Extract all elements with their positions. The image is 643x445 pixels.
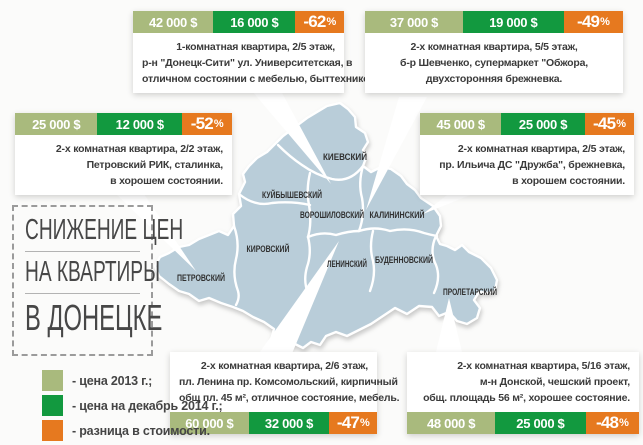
listing-description: 2-х комнатная квартира, 5/16 этаж, м-н Д… (407, 352, 639, 413)
title-divider (25, 293, 140, 294)
price-diff: -45% (584, 113, 634, 135)
district-labels: КИЕВСКИЙ КУЙБЫШЕВСКИЙ ВОРОШИЛОВСКИЙ КАЛИ… (177, 151, 497, 298)
listing-description: 2-х комнатная квартира, 2/6 этаж, пл. Ле… (170, 352, 400, 413)
legend: - цена 2013 г.; - цена на декабрь 2014 г… (42, 370, 223, 445)
title-line-2: НА КВАРТИРЫ (25, 256, 161, 288)
page-title: СНИЖЕНИЕ ЦЕН НА КВАРТИРЫ В ДОНЕЦКЕ (12, 205, 184, 356)
callout-top-right: 37 000 $ 19 000 $ -49% 2-х комнатная ква… (365, 11, 623, 94)
district-border (237, 192, 312, 207)
price-diff: -49% (563, 11, 623, 33)
listing-description: 2-х комнатная квартира, 2/2 этаж, Петров… (15, 135, 232, 196)
district-label: КИЕВСКИЙ (323, 151, 367, 163)
district-label: ПРОЛЕТАРСКИЙ (443, 286, 497, 298)
price-2013: 60 000 $ (170, 412, 249, 435)
callout-tail (116, 194, 196, 271)
price-diff: -62% (295, 11, 344, 33)
percent-sign: % (616, 118, 626, 130)
district-label: КИРОВСКИЙ (247, 243, 290, 255)
callout-mid-right: 45 000 $ 25 000 $ -45% 2-х комнатная ква… (420, 113, 634, 196)
district-border (276, 143, 365, 181)
price-diff: -48% (585, 412, 639, 435)
price-2013: 25 000 $ (15, 113, 98, 135)
district-label: КАЛИНИНСКИЙ (370, 209, 425, 221)
district-label: ПЕТРОВСКИЙ (177, 272, 225, 284)
callout-tail (257, 241, 339, 356)
legend-label: - цена 2013 г.; (72, 373, 153, 388)
price-bar: 42 000 $ 16 000 $ -62% (133, 11, 344, 33)
legend-swatch-2013 (42, 370, 63, 391)
price-2013: 37 000 $ (365, 11, 464, 33)
percent-sign: % (360, 417, 370, 430)
district-border (431, 234, 440, 295)
callout-bottom-middle: 2-х комнатная квартира, 2/6 этаж, пл. Ле… (170, 352, 400, 435)
district-label: ВОРОШИЛОВСКИЙ (300, 209, 364, 221)
price-2014: 32 000 $ (248, 412, 330, 435)
legend-item-2013: - цена 2013 г.; (42, 370, 223, 391)
title-divider (25, 251, 140, 252)
district-label: КУЙБЫШЕВСКИЙ (262, 189, 322, 201)
price-2014: 16 000 $ (213, 11, 296, 33)
title-line-1: СНИЖЕНИЕ ЦЕН (25, 214, 184, 246)
price-bar: 48 000 $ 25 000 $ -48% (407, 412, 639, 435)
percent-sign: % (600, 16, 610, 28)
price-2013: 45 000 $ (420, 113, 502, 135)
legend-swatch-2014 (42, 395, 63, 416)
map-shape (153, 101, 499, 359)
percent-sign: % (619, 417, 629, 430)
callout-tail (423, 194, 473, 214)
price-diff: -47% (329, 412, 377, 435)
district-border (368, 229, 376, 293)
price-2014: 25 000 $ (495, 412, 586, 435)
callout-bottom-right: 2-х комнатная квартира, 5/16 этаж, м-н Д… (407, 352, 639, 435)
listing-description: 2-х комнатная квартира, 2/5 этаж, пр. Ил… (420, 135, 634, 196)
price-2014: 12 000 $ (97, 113, 183, 135)
district-border (232, 224, 240, 307)
district-label: БУДЕННОВСКИЙ (375, 254, 433, 266)
listing-description: 2-х комнатная квартира, 5/5 этаж, б-р Ше… (365, 33, 623, 94)
listing-description: 1-комнатная квартира, 2/5 этаж, р-н "Дон… (133, 33, 378, 94)
callout-top-left: 42 000 $ 16 000 $ -62% 1-комнатная кварт… (133, 11, 378, 94)
title-line-3: В ДОНЕЦКЕ (25, 297, 163, 338)
district-border (306, 229, 361, 239)
price-bar: 25 000 $ 12 000 $ -52% (15, 113, 232, 135)
legend-label: - цена на декабрь 2014 г.; (72, 398, 223, 413)
price-2013: 42 000 $ (133, 11, 214, 33)
district-label: ЛЕНИНСКИЙ (327, 258, 367, 270)
price-bar: 45 000 $ 25 000 $ -45% (420, 113, 634, 135)
percent-sign: % (326, 16, 337, 28)
price-2014: 25 000 $ (501, 113, 585, 135)
district-border (357, 227, 439, 238)
legend-item-diff: - разница в стоимости. (42, 420, 223, 441)
callout-mid-left: 25 000 $ 12 000 $ -52% 2-х комнатная ква… (15, 113, 232, 196)
legend-swatch-diff (42, 420, 63, 441)
callout-tails (116, 91, 473, 356)
district-border (357, 164, 365, 233)
map-silhouette (153, 101, 499, 359)
price-bar: 60 000 $ 32 000 $ -47% (170, 412, 377, 435)
callout-tail (252, 91, 331, 184)
callout-tail (366, 97, 427, 210)
legend-label: - разница в стоимости. (72, 423, 210, 438)
percent-sign: % (213, 118, 224, 130)
legend-item-2014: - цена на декабрь 2014 г.; (42, 395, 223, 416)
price-bar: 37 000 $ 19 000 $ -49% (365, 11, 623, 33)
price-2014: 19 000 $ (463, 11, 564, 33)
callout-tail (435, 298, 463, 356)
price-2013: 48 000 $ (407, 412, 496, 435)
price-diff: -52% (182, 113, 232, 135)
